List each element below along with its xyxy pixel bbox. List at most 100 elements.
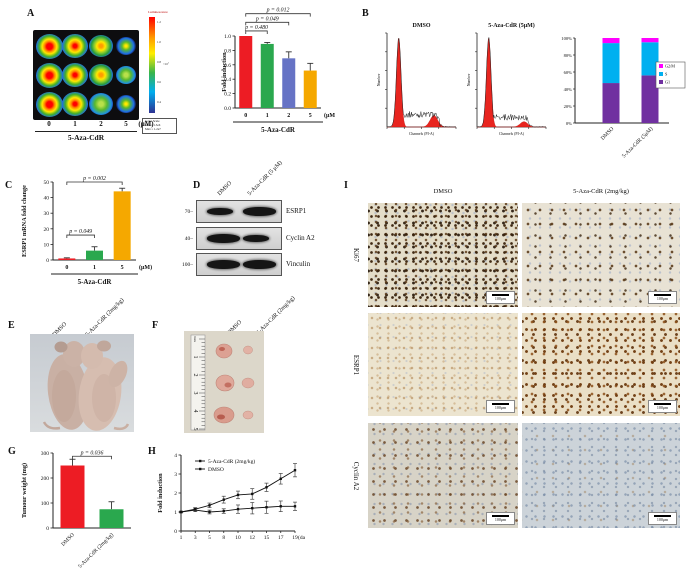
bar-0 — [58, 258, 76, 260]
stack-G1 — [602, 83, 620, 123]
panel-c-label: C — [5, 180, 13, 191]
scale-bar-line — [654, 515, 671, 517]
text-el: DMSO — [60, 532, 76, 548]
panel-b-label: B — [362, 8, 369, 19]
blot-band — [207, 260, 240, 269]
text-el: 5-Aza-CdR (2mg/kg) — [77, 531, 115, 568]
text-el: 100% — [561, 36, 572, 41]
colorbar-tick: 0.4 — [157, 100, 161, 104]
scale-bar: 100μm — [486, 512, 515, 525]
ellipse-el — [52, 370, 76, 422]
text-el: Number — [467, 73, 471, 86]
blot-band — [207, 208, 233, 215]
g-el — [199, 338, 205, 430]
path-el — [72, 455, 112, 460]
stack-G1 — [641, 75, 659, 123]
rect-el — [199, 459, 202, 463]
rect-el — [179, 510, 183, 514]
tumors-aza-column — [241, 345, 255, 420]
text-el: 0% — [566, 121, 572, 126]
bar-2 — [282, 58, 296, 108]
text-el: 2 — [174, 491, 177, 497]
histogram-trace — [477, 37, 546, 128]
scale-bar-label: 100μm — [494, 295, 507, 301]
text-el: 0 — [65, 265, 68, 271]
text-el: p = 0.049 — [68, 228, 92, 235]
plate-axis: 0 1 2 5 (μM) — [33, 120, 153, 142]
well-blob — [62, 63, 88, 87]
tumors-photo: 0cm 1 2 3 4 5 — [184, 331, 264, 433]
path-el — [66, 181, 123, 185]
text-el: Channels (PI-A) — [409, 132, 435, 136]
ellipse-el — [215, 343, 233, 359]
fold-induction-chart: 0.0 0.2 0.4 0.6 0.8 1.0 Fold induction 0 1 2 5 (μM)… — [219, 2, 337, 159]
ihc-image-ESRP1-DMSO: 100μm — [368, 313, 518, 416]
text-el: 10 — [235, 535, 241, 541]
dose-label: 1 — [73, 120, 77, 128]
panel-f-label: F — [152, 320, 159, 331]
text-el: DMSO — [413, 23, 431, 29]
scale-bar-label: 100μm — [494, 516, 507, 522]
well-blob — [89, 35, 113, 57]
text-el: 17 — [278, 535, 284, 541]
rect-el — [208, 504, 211, 507]
protein-esrp1: ESRP1 — [286, 207, 307, 215]
bar-5 — [113, 191, 131, 260]
blot-cyclin-a2 — [196, 227, 282, 250]
bar-1 — [260, 43, 274, 108]
text-el: G2/M — [665, 64, 675, 69]
tumour-weight-chart: 0 100 200 300 Tumour weight (mg) DMSO 5-Aza-Cd… — [18, 443, 143, 573]
rect-el — [279, 477, 282, 480]
text-el: p = 0.002 — [82, 176, 106, 182]
text-el: 10 — [44, 242, 50, 248]
rect-el — [659, 64, 663, 68]
path-el — [245, 21, 290, 26]
mice-photo — [30, 334, 134, 432]
ellipse-el — [224, 382, 232, 388]
text-el: (day) — [298, 534, 305, 541]
cell-cycle-chart: 0% 20% 40% 60% 80% 100% DMSO 5-Aza-CdR (5μM) G2/… — [556, 14, 687, 169]
well-blob — [89, 93, 113, 115]
well-blob — [62, 34, 88, 58]
text-el: 5-Aza-CdR (2mg/kg) — [208, 458, 255, 465]
text-el: 5 — [309, 113, 312, 119]
text-el: S — [665, 72, 668, 77]
path-el — [66, 234, 95, 239]
rect-el — [251, 492, 254, 496]
ellipse-el — [219, 347, 225, 351]
protein-vinculin: Vinculin — [286, 260, 311, 268]
text-el: (μM) — [139, 264, 152, 271]
well-blob — [116, 95, 136, 113]
plate-treatment-label: 5-Aza-CdR — [67, 133, 105, 142]
bioluminescence-plate — [33, 30, 139, 120]
dose-unit: (μM) — [138, 120, 154, 128]
text-el: 19 — [292, 535, 298, 541]
flow-histogram-dmso: DMSO Channels (PI-A) Number — [376, 18, 462, 147]
scale-bar-line — [492, 515, 509, 517]
text-el: DMSO — [208, 467, 224, 473]
ruler-number: 4 — [192, 410, 198, 413]
colorbar-tick: 1.0 — [157, 40, 161, 44]
text-el: 5 — [208, 535, 211, 541]
colorbar-note-line: Min = 1.5e6 — [145, 122, 161, 127]
bar-5-Aza-CdR (2mg/kg) — [99, 509, 124, 528]
blot-band — [207, 234, 240, 243]
text-el: 0.6 — [224, 63, 231, 69]
dose-label: 2 — [99, 120, 103, 128]
well-blob — [35, 33, 63, 59]
rect-el — [659, 80, 663, 84]
ellipse-el — [81, 343, 103, 369]
ihc-row-label: Cyclin A2 — [352, 461, 360, 490]
rect-el — [236, 507, 240, 511]
path-el — [42, 421, 61, 430]
text-el: 200 — [41, 476, 50, 482]
rect-el — [293, 505, 297, 508]
dose-label: 5 — [124, 120, 128, 128]
ihc-col-title-dmso: DMSO — [433, 188, 453, 195]
text-el: Number — [377, 73, 381, 86]
rect-el — [265, 506, 268, 509]
scale-bar: 100μm — [648, 400, 677, 413]
blot-band — [243, 235, 269, 242]
